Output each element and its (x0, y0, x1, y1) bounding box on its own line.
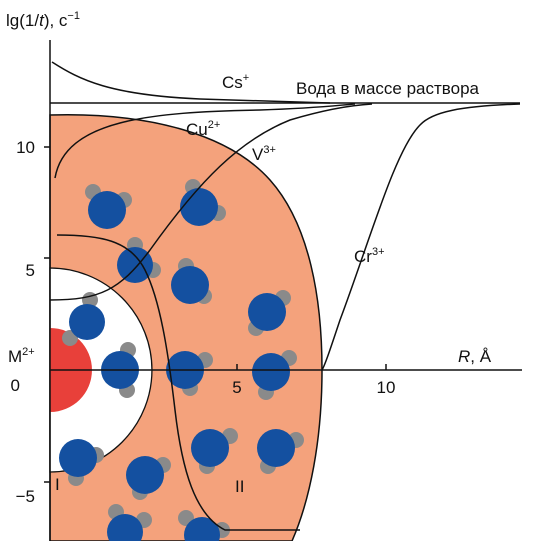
y-axis-label: lg(1/t), c−1 (6, 10, 80, 30)
y-tick-label: 5 (26, 261, 35, 280)
curve-label: Cr3+ (354, 246, 385, 266)
x-tick-label: 10 (377, 378, 396, 397)
region-label: II (235, 477, 244, 496)
cr-curve (322, 104, 520, 370)
y-tick-label: 10 (16, 138, 35, 157)
y-tick-label: 0 (11, 376, 20, 395)
y-tick-label: −5 (16, 487, 35, 506)
curve-label: Cu2+ (186, 119, 220, 139)
cs-curve (52, 62, 330, 103)
region-label: I (55, 475, 60, 494)
curve-label: V3+ (252, 144, 276, 164)
x-tick-label: 5 (232, 378, 241, 397)
curve-label: Cs+ (222, 72, 249, 92)
x-axis-label: R, Å (458, 347, 492, 366)
ion-label: M2+ (8, 346, 35, 366)
water-label: Вода в массе раствора (296, 79, 480, 98)
diagram: lg(1/t), c−1 10 5 0 −5 5 10 R, Å M2+ Вод… (0, 0, 533, 541)
